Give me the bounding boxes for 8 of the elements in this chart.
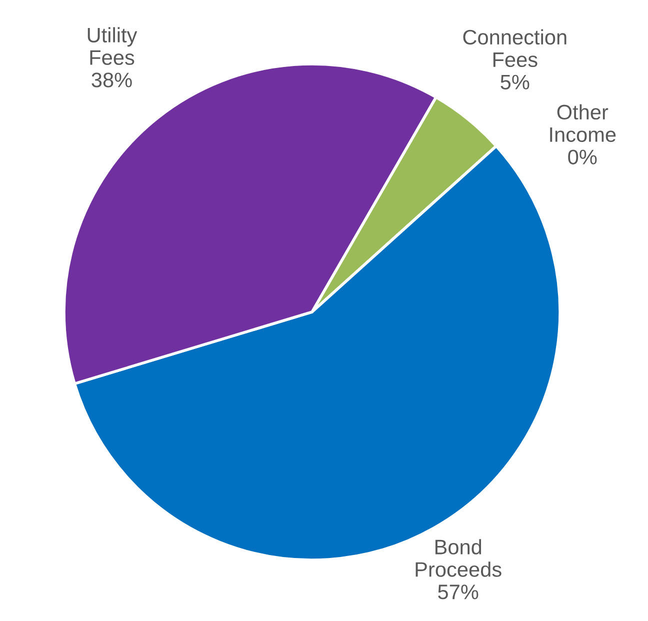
data-label: 57% [438,584,478,600]
text: 0% [568,150,597,164]
slice-label: Bond Proceeds [416,539,502,577]
data-label: 5% [500,74,530,90]
slice-label: Utility Fees [88,27,138,65]
data-label: 38% [92,72,132,88]
category-label: Other Income [550,104,616,142]
slice-label: Connection Fees [463,29,566,68]
